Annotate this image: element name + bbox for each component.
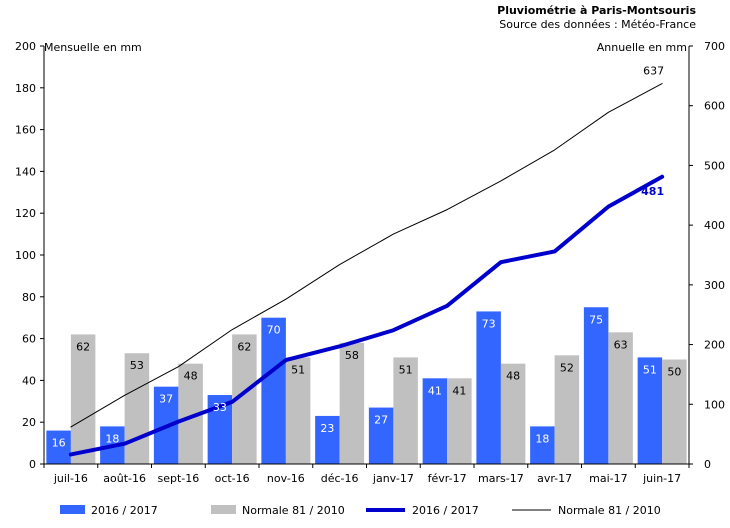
legend-swatch-bar bbox=[60, 505, 85, 514]
bar-label-normale: 62 bbox=[237, 340, 251, 353]
x-tick-label: janv-17 bbox=[372, 472, 414, 485]
bar-label-2016-2017: 27 bbox=[374, 414, 388, 427]
chart-subtitle: Source des données : Météo-France bbox=[499, 18, 696, 31]
bar-label-2016-2017: 18 bbox=[535, 432, 549, 445]
bar-label-2016-2017: 23 bbox=[320, 422, 334, 435]
y-right-tick-label: 300 bbox=[704, 279, 725, 292]
legend-label: 2016 / 2017 bbox=[412, 504, 479, 517]
x-tick-label: juin-17 bbox=[642, 472, 681, 485]
bar-normale bbox=[554, 355, 580, 464]
y-right-tick-label: 500 bbox=[704, 159, 725, 172]
bar-label-2016-2017: 18 bbox=[105, 432, 119, 445]
y-right-tick-label: 600 bbox=[704, 100, 725, 113]
x-tick-label: sept-16 bbox=[157, 472, 199, 485]
legend-label: 2016 / 2017 bbox=[91, 504, 158, 517]
bar-label-2016-2017: 70 bbox=[267, 324, 281, 337]
y-left-tick-label: 160 bbox=[15, 124, 36, 137]
bar-label-2016-2017: 75 bbox=[589, 313, 603, 326]
x-tick-label: févr-17 bbox=[428, 472, 467, 485]
bar-label-2016-2017: 16 bbox=[52, 437, 66, 450]
bar-2016-2017 bbox=[422, 378, 448, 464]
bar-2016-2017 bbox=[476, 311, 501, 464]
bar-2016-2017 bbox=[368, 407, 394, 464]
y-left-axis-label: Mensuelle en mm bbox=[44, 41, 142, 54]
bar-2016-2017 bbox=[530, 426, 555, 464]
bar-label-normale: 58 bbox=[345, 349, 359, 362]
y-right-axis-label: Annuelle en mm bbox=[597, 41, 687, 54]
bar-normale bbox=[500, 363, 526, 464]
bar-normale bbox=[608, 332, 633, 464]
y-left-tick-label: 20 bbox=[22, 416, 36, 429]
legend-label: Normale 81 / 2010 bbox=[242, 504, 345, 517]
bar-normale bbox=[447, 378, 472, 464]
y-left-tick-label: 200 bbox=[15, 40, 36, 53]
bar-normale bbox=[70, 334, 96, 464]
bar-normale bbox=[339, 342, 365, 464]
x-tick-label: août-16 bbox=[103, 472, 146, 485]
x-tick-label: mai-17 bbox=[589, 472, 627, 485]
y-left-tick-label: 100 bbox=[15, 249, 36, 262]
bar-2016-2017 bbox=[583, 307, 609, 464]
y-right-tick-label: 400 bbox=[704, 219, 725, 232]
bar-label-normale: 53 bbox=[130, 359, 144, 372]
x-tick-label: déc-16 bbox=[321, 472, 359, 485]
y-right-tick-label: 700 bbox=[704, 40, 725, 53]
y-left-tick-label: 180 bbox=[15, 82, 36, 95]
y-right-tick-label: 200 bbox=[704, 339, 725, 352]
bar-label-normale: 50 bbox=[667, 366, 681, 379]
bar-2016-2017 bbox=[261, 317, 286, 464]
bar-label-normale: 48 bbox=[184, 370, 198, 383]
y-right-tick-label: 100 bbox=[704, 398, 725, 411]
line-cumul-2016-2017 bbox=[68, 174, 665, 457]
y-left-tick-label: 0 bbox=[29, 458, 36, 471]
bar-normale bbox=[124, 353, 150, 464]
y-right-tick-label: 0 bbox=[704, 458, 711, 471]
legend-label: Normale 81 / 2010 bbox=[558, 504, 661, 517]
bar-label-normale: 52 bbox=[560, 361, 574, 374]
bar-label-normale: 63 bbox=[614, 338, 628, 351]
bar-label-normale: 41 bbox=[452, 384, 466, 397]
bar-normale bbox=[662, 359, 687, 464]
y-left-tick-label: 80 bbox=[22, 291, 36, 304]
bar-label-normale: 51 bbox=[291, 363, 305, 376]
bar-2016-2017 bbox=[315, 415, 340, 464]
x-tick-label: juil-16 bbox=[53, 472, 88, 485]
bar-label-normale: 51 bbox=[399, 363, 413, 376]
x-tick-label: oct-16 bbox=[215, 472, 250, 485]
y-left-tick-label: 60 bbox=[22, 333, 36, 346]
bar-2016-2017 bbox=[46, 430, 71, 464]
y-left-tick-label: 40 bbox=[22, 374, 36, 387]
x-tick-label: mars-17 bbox=[478, 472, 524, 485]
bar-label-normale: 62 bbox=[76, 340, 90, 353]
y-left-tick-label: 120 bbox=[15, 207, 36, 220]
bar-label-2016-2017: 51 bbox=[643, 363, 657, 376]
line-end-label-normale: 637 bbox=[643, 65, 664, 78]
bar-label-normale: 48 bbox=[506, 370, 520, 383]
bar-label-2016-2017: 33 bbox=[213, 401, 227, 414]
bar-normale bbox=[285, 357, 311, 464]
chart-title: Pluviométrie à Paris-Montsouris bbox=[497, 4, 696, 17]
bar-normale bbox=[393, 357, 418, 464]
line-end-label-2016-2017: 481 bbox=[641, 185, 664, 198]
x-tick-label: avr-17 bbox=[537, 472, 572, 485]
bar-2016-2017 bbox=[637, 357, 663, 464]
x-tick-label: nov-16 bbox=[267, 472, 305, 485]
bar-label-2016-2017: 73 bbox=[482, 317, 496, 330]
legend-swatch-bar bbox=[211, 505, 236, 514]
bar-label-2016-2017: 41 bbox=[428, 384, 442, 397]
y-left-tick-label: 140 bbox=[15, 165, 36, 178]
line-cumul-normale bbox=[70, 83, 663, 428]
bar-label-2016-2017: 37 bbox=[159, 393, 173, 406]
